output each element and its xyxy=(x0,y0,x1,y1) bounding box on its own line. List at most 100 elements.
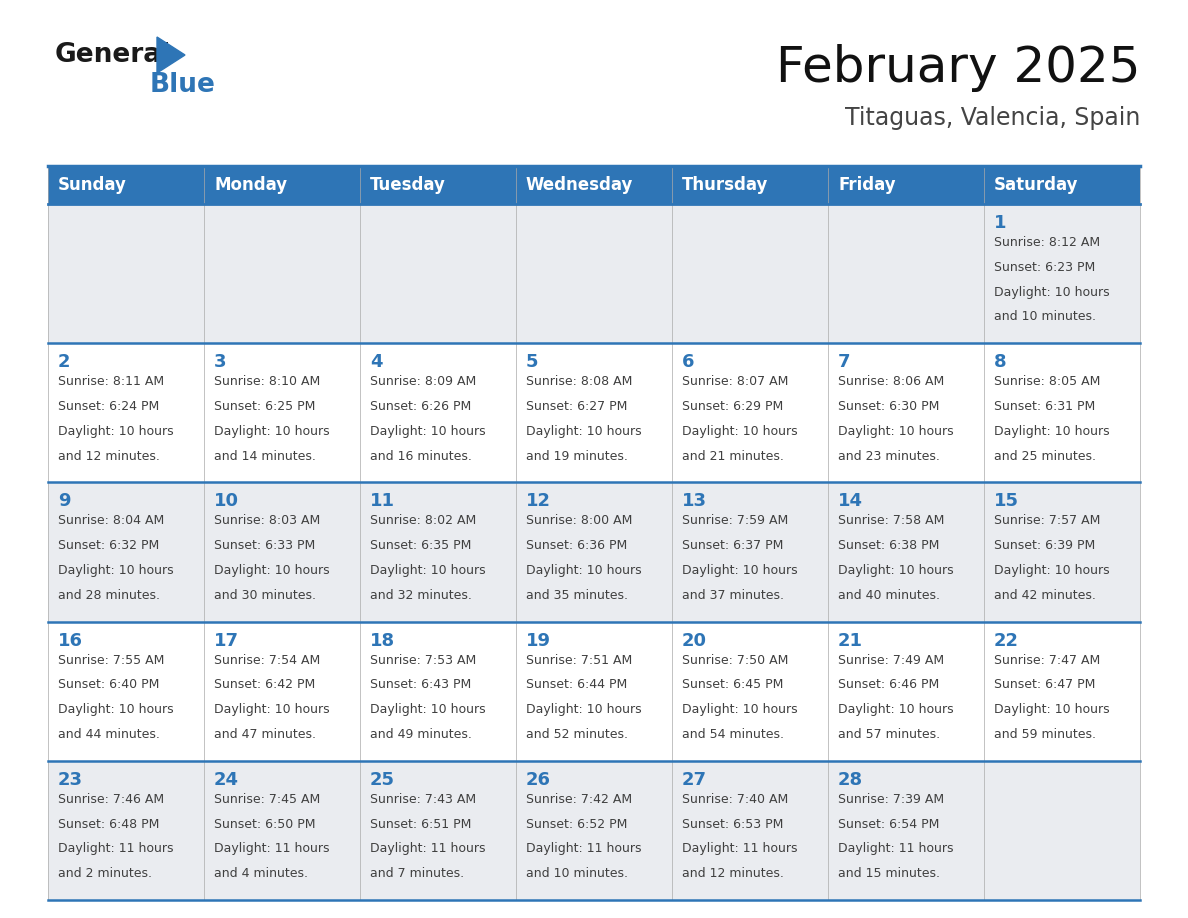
Text: Daylight: 11 hours: Daylight: 11 hours xyxy=(214,843,329,856)
Text: Sunrise: 7:42 AM: Sunrise: 7:42 AM xyxy=(526,793,632,806)
Text: Sunset: 6:40 PM: Sunset: 6:40 PM xyxy=(58,678,159,691)
Text: Sunset: 6:27 PM: Sunset: 6:27 PM xyxy=(526,400,627,413)
Text: General: General xyxy=(55,42,171,68)
Text: and 32 minutes.: and 32 minutes. xyxy=(369,588,472,602)
Bar xyxy=(48,482,1140,621)
Text: and 42 minutes.: and 42 minutes. xyxy=(994,588,1095,602)
Text: and 19 minutes.: and 19 minutes. xyxy=(526,450,628,463)
Text: and 12 minutes.: and 12 minutes. xyxy=(682,868,784,880)
Text: and 21 minutes.: and 21 minutes. xyxy=(682,450,784,463)
Text: February 2025: February 2025 xyxy=(776,44,1140,92)
Text: Daylight: 10 hours: Daylight: 10 hours xyxy=(526,564,642,577)
Text: 19: 19 xyxy=(526,632,551,650)
Text: Daylight: 11 hours: Daylight: 11 hours xyxy=(369,843,486,856)
Text: Sunrise: 7:58 AM: Sunrise: 7:58 AM xyxy=(838,514,944,528)
Text: and 12 minutes.: and 12 minutes. xyxy=(58,450,160,463)
Text: 15: 15 xyxy=(994,492,1019,510)
Text: Daylight: 10 hours: Daylight: 10 hours xyxy=(682,564,797,577)
Text: Sunset: 6:26 PM: Sunset: 6:26 PM xyxy=(369,400,472,413)
Text: Sunrise: 8:09 AM: Sunrise: 8:09 AM xyxy=(369,375,476,388)
Text: Daylight: 10 hours: Daylight: 10 hours xyxy=(838,564,954,577)
Text: 10: 10 xyxy=(214,492,239,510)
Text: Daylight: 10 hours: Daylight: 10 hours xyxy=(682,703,797,716)
Text: Sunset: 6:33 PM: Sunset: 6:33 PM xyxy=(214,539,315,553)
Text: Sunrise: 7:59 AM: Sunrise: 7:59 AM xyxy=(682,514,789,528)
Text: Daylight: 10 hours: Daylight: 10 hours xyxy=(214,564,329,577)
Text: Sunset: 6:52 PM: Sunset: 6:52 PM xyxy=(526,818,627,831)
Text: Friday: Friday xyxy=(838,176,896,194)
Text: Sunset: 6:32 PM: Sunset: 6:32 PM xyxy=(58,539,159,553)
Text: Sunset: 6:46 PM: Sunset: 6:46 PM xyxy=(838,678,940,691)
Text: 14: 14 xyxy=(838,492,862,510)
Text: and 40 minutes.: and 40 minutes. xyxy=(838,588,940,602)
Text: 2: 2 xyxy=(58,353,70,371)
Text: Daylight: 10 hours: Daylight: 10 hours xyxy=(214,703,329,716)
Text: Sunrise: 7:43 AM: Sunrise: 7:43 AM xyxy=(369,793,476,806)
Text: Sunrise: 7:54 AM: Sunrise: 7:54 AM xyxy=(214,654,321,666)
Text: 23: 23 xyxy=(58,771,83,789)
Text: Sunset: 6:31 PM: Sunset: 6:31 PM xyxy=(994,400,1095,413)
Text: Sunset: 6:37 PM: Sunset: 6:37 PM xyxy=(682,539,783,553)
Text: Daylight: 10 hours: Daylight: 10 hours xyxy=(994,564,1110,577)
Text: Sunset: 6:25 PM: Sunset: 6:25 PM xyxy=(214,400,315,413)
Text: Sunset: 6:48 PM: Sunset: 6:48 PM xyxy=(58,818,159,831)
Text: 5: 5 xyxy=(526,353,538,371)
Text: Sunrise: 8:12 AM: Sunrise: 8:12 AM xyxy=(994,236,1100,249)
Text: Sunrise: 7:46 AM: Sunrise: 7:46 AM xyxy=(58,793,164,806)
Text: 16: 16 xyxy=(58,632,83,650)
Text: Sunrise: 7:40 AM: Sunrise: 7:40 AM xyxy=(682,793,789,806)
Text: Sunset: 6:30 PM: Sunset: 6:30 PM xyxy=(838,400,940,413)
Text: Daylight: 10 hours: Daylight: 10 hours xyxy=(994,285,1110,298)
Text: and 47 minutes.: and 47 minutes. xyxy=(214,728,316,741)
Text: and 52 minutes.: and 52 minutes. xyxy=(526,728,628,741)
Text: Sunset: 6:54 PM: Sunset: 6:54 PM xyxy=(838,818,940,831)
Text: and 54 minutes.: and 54 minutes. xyxy=(682,728,784,741)
Text: Daylight: 10 hours: Daylight: 10 hours xyxy=(838,703,954,716)
Bar xyxy=(48,761,1140,900)
Text: Sunset: 6:29 PM: Sunset: 6:29 PM xyxy=(682,400,783,413)
Text: Sunrise: 8:04 AM: Sunrise: 8:04 AM xyxy=(58,514,164,528)
Text: 22: 22 xyxy=(994,632,1019,650)
Text: Sunset: 6:47 PM: Sunset: 6:47 PM xyxy=(994,678,1095,691)
Text: and 14 minutes.: and 14 minutes. xyxy=(214,450,316,463)
Text: 3: 3 xyxy=(214,353,227,371)
Text: Monday: Monday xyxy=(214,176,287,194)
Text: and 23 minutes.: and 23 minutes. xyxy=(838,450,940,463)
Text: Sunset: 6:51 PM: Sunset: 6:51 PM xyxy=(369,818,472,831)
Text: Daylight: 10 hours: Daylight: 10 hours xyxy=(58,564,173,577)
Text: and 59 minutes.: and 59 minutes. xyxy=(994,728,1097,741)
Text: Sunset: 6:23 PM: Sunset: 6:23 PM xyxy=(994,261,1095,274)
Text: and 57 minutes.: and 57 minutes. xyxy=(838,728,940,741)
Text: 28: 28 xyxy=(838,771,864,789)
Text: Sunset: 6:36 PM: Sunset: 6:36 PM xyxy=(526,539,627,553)
Text: Sunset: 6:53 PM: Sunset: 6:53 PM xyxy=(682,818,783,831)
Text: Daylight: 10 hours: Daylight: 10 hours xyxy=(369,425,486,438)
Text: Daylight: 11 hours: Daylight: 11 hours xyxy=(526,843,642,856)
Text: Daylight: 10 hours: Daylight: 10 hours xyxy=(369,703,486,716)
Text: Sunset: 6:45 PM: Sunset: 6:45 PM xyxy=(682,678,783,691)
Text: Sunrise: 7:45 AM: Sunrise: 7:45 AM xyxy=(214,793,321,806)
Text: 27: 27 xyxy=(682,771,707,789)
Text: Sunrise: 8:05 AM: Sunrise: 8:05 AM xyxy=(994,375,1100,388)
Text: Sunset: 6:44 PM: Sunset: 6:44 PM xyxy=(526,678,627,691)
Text: Daylight: 10 hours: Daylight: 10 hours xyxy=(838,425,954,438)
Text: 8: 8 xyxy=(994,353,1006,371)
Text: 1: 1 xyxy=(994,214,1006,232)
Text: Sunrise: 8:02 AM: Sunrise: 8:02 AM xyxy=(369,514,476,528)
Text: Saturday: Saturday xyxy=(994,176,1079,194)
Text: 26: 26 xyxy=(526,771,551,789)
Text: Sunrise: 7:49 AM: Sunrise: 7:49 AM xyxy=(838,654,944,666)
Text: Sunset: 6:39 PM: Sunset: 6:39 PM xyxy=(994,539,1095,553)
Text: 7: 7 xyxy=(838,353,851,371)
Text: Sunrise: 7:47 AM: Sunrise: 7:47 AM xyxy=(994,654,1100,666)
Text: and 2 minutes.: and 2 minutes. xyxy=(58,868,152,880)
Text: Sunset: 6:38 PM: Sunset: 6:38 PM xyxy=(838,539,940,553)
Text: 6: 6 xyxy=(682,353,695,371)
Text: and 37 minutes.: and 37 minutes. xyxy=(682,588,784,602)
Text: Sunrise: 8:08 AM: Sunrise: 8:08 AM xyxy=(526,375,632,388)
Text: Daylight: 11 hours: Daylight: 11 hours xyxy=(58,843,173,856)
Text: Sunset: 6:35 PM: Sunset: 6:35 PM xyxy=(369,539,472,553)
Bar xyxy=(48,343,1140,482)
Text: Daylight: 10 hours: Daylight: 10 hours xyxy=(994,703,1110,716)
Text: Sunrise: 7:55 AM: Sunrise: 7:55 AM xyxy=(58,654,164,666)
